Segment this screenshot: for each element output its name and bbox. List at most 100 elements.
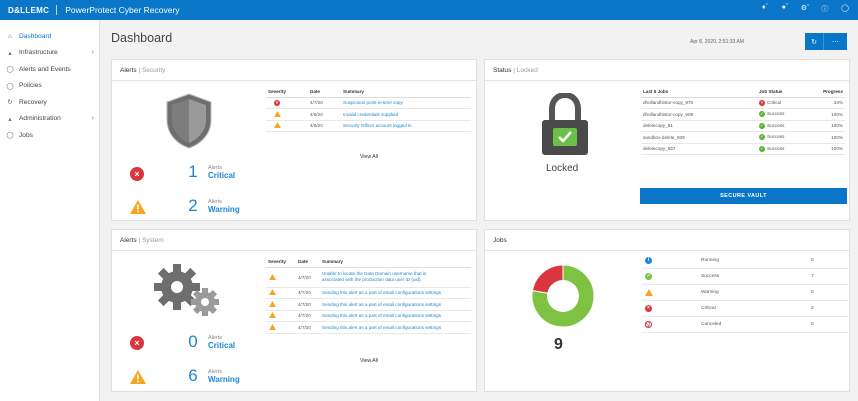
table-row[interactable]: deletecopy_557 ✓ Success 100%: [641, 143, 845, 155]
job-progress: 100%: [807, 143, 845, 155]
row-summary-link[interactable]: Sending this alert as a part of email co…: [320, 321, 471, 334]
row-summary-line2: associated with the production data user…: [322, 277, 422, 282]
secure-vault-button[interactable]: SECURE VAULT: [640, 188, 847, 204]
table-row[interactable]: 4/7/20 Sending this alert as a part of e…: [266, 287, 471, 299]
critical-small-label: Alerts: [208, 335, 223, 341]
legend-count: 0: [811, 322, 814, 327]
view-all-link[interactable]: View All: [360, 358, 379, 364]
legend-count: 7: [811, 274, 814, 279]
col-summary[interactable]: Summary: [341, 86, 471, 98]
table-row[interactable]: 4/7/20 Unable to locate the Data Domain …: [266, 267, 471, 288]
more-button[interactable]: ⋯: [824, 33, 847, 50]
legend-row-success[interactable]: ✓ Success 7: [642, 269, 848, 285]
table-row[interactable]: sandbox-delete_939 ✓ Success 100%: [641, 131, 845, 144]
warning-triangle-icon: [130, 200, 146, 214]
warning-count-block[interactable]: 6 Alerts Warning: [184, 366, 239, 386]
job-progress: 33%: [807, 97, 845, 109]
row-summary-link[interactable]: Sending this alert as a part of email co…: [320, 310, 471, 322]
warning-count-block[interactable]: 2 Alerts Warning: [184, 196, 240, 216]
legend-row-canceled[interactable]: ⃠ Canceled 0: [642, 317, 848, 333]
row-summary-link[interactable]: Sending this alert as a part of email co…: [320, 298, 471, 311]
critical-x-icon: ×: [130, 167, 144, 181]
job-name[interactable]: deletecopy_51: [641, 120, 757, 132]
sidebar-item-dashboard[interactable]: ⌂ Dashboard: [0, 28, 99, 45]
card-title-text: Jobs: [493, 237, 507, 244]
table-row[interactable]: dhollandhistor-copy_908 ✓ Success 100%: [641, 108, 845, 121]
warning-label: Warning: [208, 205, 240, 214]
check-circle-icon: ✓: [759, 145, 765, 152]
table-row[interactable]: 4/6/20 Security Officer account logged i…: [266, 120, 471, 132]
legend-row-critical[interactable]: × Critical 2: [642, 301, 848, 317]
gear-icon[interactable]: ⚙ˇ: [800, 5, 810, 12]
job-name[interactable]: dhollandhistor-copy_908: [641, 108, 757, 121]
row-summary-link[interactable]: Invalid credentials supplied: [341, 108, 471, 121]
critical-count-block[interactable]: 0 Alerts Critical: [184, 332, 235, 352]
col-summary[interactable]: Summary: [320, 256, 471, 268]
legend-row-running[interactable]: i Running 0: [642, 253, 848, 269]
running-icon: i: [645, 257, 652, 264]
critical-label: Critical: [208, 341, 236, 350]
table-row[interactable]: 4/7/20 Sending this alert as a part of e…: [266, 310, 471, 322]
legend-name: Critical: [701, 306, 716, 311]
product-name: PowerProtect Cyber Recovery: [56, 5, 180, 15]
row-summary-link[interactable]: Sending this alert as a part of email co…: [320, 287, 471, 299]
last-jobs-table: Last 5 Jobs Job Status Progress dholland…: [641, 86, 845, 155]
card-divider: [112, 80, 476, 81]
table-row[interactable]: 4/6/20 Invalid credentials supplied: [266, 108, 471, 121]
toolbar-buttons: ↻ ⋯: [805, 33, 847, 50]
critical-x-icon: ×: [274, 99, 280, 106]
donut-segment-success[interactable]: [531, 264, 595, 328]
critical-small-label: Alerts: [208, 165, 223, 171]
job-progress: 100%: [807, 131, 845, 144]
warning-triangle-icon: [274, 122, 281, 129]
critical-count-block[interactable]: 1 Alerts Critical: [184, 162, 235, 182]
table-row[interactable]: 4/7/20 Sending this alert as a part of e…: [266, 321, 471, 334]
sidebar-item-administration[interactable]: ▴ Administration ›: [0, 111, 99, 128]
sidebar-item-policies[interactable]: ◯ Policies: [0, 78, 99, 95]
table-row[interactable]: 4/7/20 Sending this alert as a part of e…: [266, 298, 471, 311]
card-title: Alerts | System: [120, 237, 164, 244]
jobs-total: 9: [554, 336, 563, 353]
col-severity[interactable]: Severity: [266, 256, 296, 268]
sidebar-item-jobs[interactable]: ◯ Jobs: [0, 127, 99, 144]
col-date[interactable]: Date: [308, 86, 341, 98]
chevron-right-icon: ›: [91, 49, 94, 57]
refresh-button[interactable]: ↻: [805, 33, 824, 50]
col-last-jobs[interactable]: Last 5 Jobs: [641, 86, 757, 98]
col-date[interactable]: Date: [296, 256, 320, 268]
card-title: Jobs: [493, 237, 507, 244]
sidebar-item-infrastructure[interactable]: ▴ Infrastructure ›: [0, 45, 99, 62]
jobs-donut-chart[interactable]: [530, 263, 596, 329]
job-name[interactable]: dhollandhistor-copy_976: [641, 97, 757, 109]
col-severity[interactable]: Severity: [266, 86, 308, 98]
card-divider: [485, 80, 849, 81]
sidebar-item-label: Recovery: [19, 98, 47, 106]
legend-row-warning[interactable]: Warning 0: [642, 285, 848, 301]
col-progress[interactable]: Progress: [807, 86, 845, 98]
help-icon[interactable]: ◯: [841, 5, 849, 12]
row-summary-link[interactable]: Suspicious point-in-time copy: [341, 97, 471, 109]
alerts-system-card: Alerts | System: [111, 229, 477, 392]
col-job-status[interactable]: Job Status: [757, 86, 807, 98]
row-summary-link[interactable]: Unable to locate the Data Domain usernam…: [320, 267, 471, 288]
job-name[interactable]: deletecopy_557: [641, 143, 757, 155]
legend-name: Success: [701, 274, 720, 279]
table-row[interactable]: × 4/7/20 Suspicious point-in-time copy: [266, 97, 471, 109]
sidebar-item-recovery[interactable]: ↻ Recovery: [0, 94, 99, 111]
warning-small-label: Alerts: [208, 369, 223, 375]
recovery-icon: ↻: [7, 99, 13, 107]
row-summary-link[interactable]: Security Officer account logged in: [341, 120, 471, 132]
view-all-link[interactable]: View All: [360, 154, 379, 160]
table-row[interactable]: dhollandhistor-copy_976 × Critical 33%: [641, 97, 845, 109]
info-icon[interactable]: ⓘ: [821, 6, 829, 13]
bell-icon[interactable]: ♦ˇ: [762, 4, 768, 11]
bell-icon: ◯: [6, 66, 14, 74]
critical-label: Critical: [208, 171, 236, 180]
card-subtitle: Security: [141, 67, 166, 74]
table-row[interactable]: deletecopy_51 ✓ Success 100%: [641, 120, 845, 132]
home-icon: ⌂: [8, 32, 12, 40]
sidebar-item-alerts-and-events[interactable]: ◯ Alerts and Events: [0, 61, 99, 78]
user-icon[interactable]: ●ˇ: [781, 4, 789, 11]
critical-count: 1: [188, 162, 198, 181]
job-name[interactable]: sandbox-delete_939: [641, 131, 757, 144]
